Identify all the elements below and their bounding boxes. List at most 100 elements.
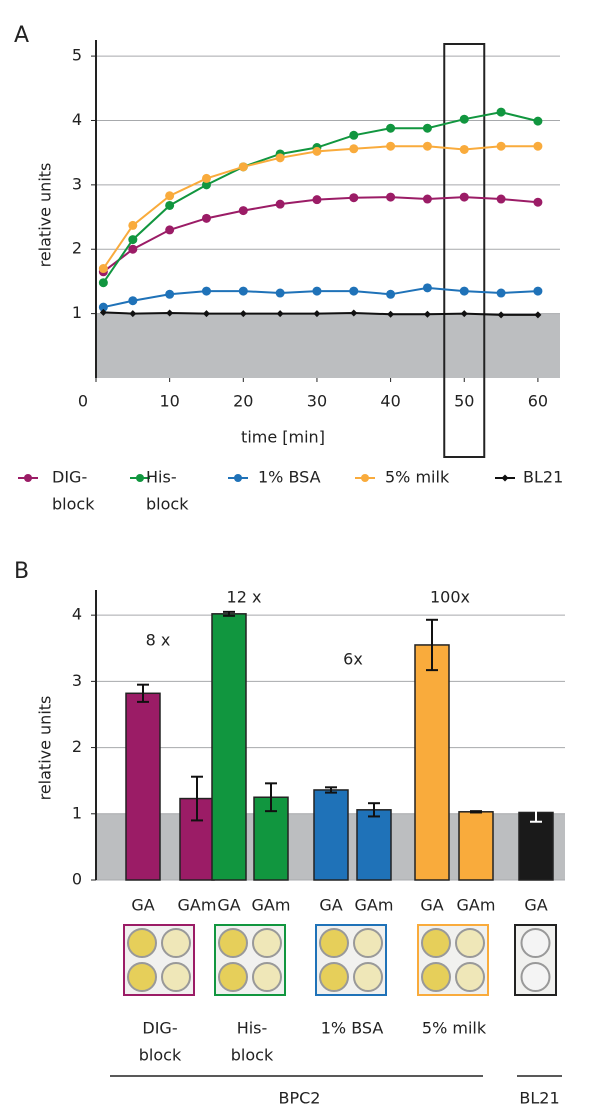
point xyxy=(533,141,543,151)
y-tick-label: 1 xyxy=(72,303,82,322)
legend-marker xyxy=(24,474,32,482)
point xyxy=(275,288,285,298)
well xyxy=(127,962,157,992)
point xyxy=(496,107,506,117)
well xyxy=(319,928,349,958)
point xyxy=(459,114,469,124)
point xyxy=(460,310,468,318)
point xyxy=(129,310,137,318)
point xyxy=(276,310,284,318)
well xyxy=(520,928,551,958)
point xyxy=(386,141,396,151)
well xyxy=(218,928,248,958)
point xyxy=(238,206,248,216)
point xyxy=(98,264,108,274)
point xyxy=(349,193,359,203)
y-tick-label: 0 xyxy=(72,870,82,889)
x-tick-label: GAm xyxy=(178,896,217,915)
group-label: block xyxy=(231,1046,274,1065)
legend-label: 1% BSA xyxy=(258,468,321,487)
x-tick-label: GA xyxy=(131,896,154,915)
y-tick-label: 2 xyxy=(72,239,82,258)
well xyxy=(455,962,485,992)
legend-marker xyxy=(234,474,242,482)
point xyxy=(533,116,543,126)
panel-label: A xyxy=(14,23,29,48)
x-tick-label: GAm xyxy=(355,896,394,915)
x-tick-label: 30 xyxy=(307,392,327,411)
point xyxy=(386,123,396,133)
point xyxy=(238,286,248,296)
point xyxy=(533,197,543,207)
point xyxy=(312,286,322,296)
shaded-region xyxy=(96,313,560,378)
point xyxy=(496,288,506,298)
x-tick-label: 0 xyxy=(78,392,88,411)
y-tick-label: 5 xyxy=(72,46,82,65)
x-tick-label: GAm xyxy=(457,896,496,915)
point xyxy=(496,194,506,204)
well xyxy=(252,928,282,958)
point xyxy=(201,213,211,223)
point xyxy=(312,146,322,156)
well xyxy=(353,928,383,958)
point xyxy=(238,162,248,172)
point xyxy=(422,141,432,151)
point xyxy=(496,141,506,151)
point xyxy=(275,199,285,209)
point xyxy=(349,130,359,140)
point xyxy=(349,286,359,296)
well xyxy=(218,962,248,992)
point xyxy=(128,244,138,254)
legend-label: 5% milk xyxy=(385,468,450,487)
annotation: 12 x xyxy=(227,588,262,607)
well xyxy=(161,928,191,958)
well xyxy=(353,962,383,992)
point xyxy=(98,302,108,312)
x-axis-label: time [min] xyxy=(241,428,325,447)
legend-label: block xyxy=(52,495,95,514)
point xyxy=(350,309,358,317)
x-tick-label: GA xyxy=(524,896,547,915)
legend-marker xyxy=(501,474,509,482)
bracket-label: BPC2 xyxy=(279,1089,321,1108)
point xyxy=(201,180,211,190)
bracket-label: BL21 xyxy=(519,1089,559,1108)
bar xyxy=(125,692,161,881)
point xyxy=(533,286,543,296)
legend-label: block xyxy=(146,495,189,514)
x-tick-label: GA xyxy=(420,896,443,915)
bar xyxy=(356,809,392,881)
x-tick-label: 20 xyxy=(233,392,253,411)
well xyxy=(252,962,282,992)
point xyxy=(459,192,469,202)
point xyxy=(459,144,469,154)
y-tick-label: 4 xyxy=(72,110,82,129)
point xyxy=(386,192,396,202)
point xyxy=(165,200,175,210)
point xyxy=(534,311,542,319)
y-tick-label: 3 xyxy=(72,671,82,690)
bar xyxy=(518,811,554,881)
point xyxy=(165,225,175,235)
x-tick-label: GA xyxy=(319,896,342,915)
x-tick-label: GAm xyxy=(252,896,291,915)
well xyxy=(421,928,451,958)
y-axis-label: relative units xyxy=(36,696,55,801)
point xyxy=(422,194,432,204)
point xyxy=(459,286,469,296)
point xyxy=(165,191,175,201)
point xyxy=(128,220,138,230)
point xyxy=(387,310,395,318)
bar xyxy=(458,811,494,881)
y-tick-label: 3 xyxy=(72,174,82,193)
y-tick-label: 2 xyxy=(72,737,82,756)
group-label: 5% milk xyxy=(422,1019,487,1038)
y-axis-label: relative units xyxy=(36,163,55,268)
x-tick-label: 40 xyxy=(380,392,400,411)
point xyxy=(386,289,396,299)
annotation: 6x xyxy=(343,650,363,669)
annotation: 8 x xyxy=(146,631,171,650)
legend-label: BL21 xyxy=(523,468,563,487)
